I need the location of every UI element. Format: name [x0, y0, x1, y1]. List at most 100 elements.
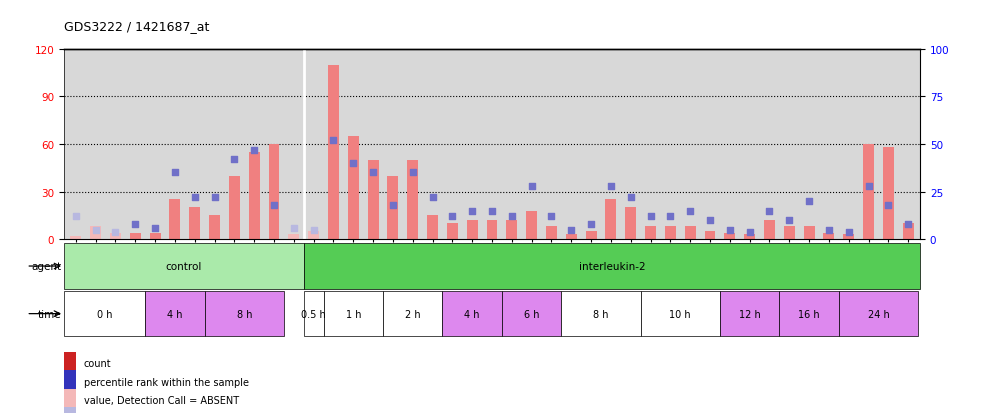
Point [365, 170, 381, 176]
Bar [443, 291, 502, 337]
Point [742, 229, 758, 235]
Point [484, 208, 500, 214]
Point [464, 208, 480, 214]
Bar [368, 160, 379, 240]
Point [128, 221, 144, 228]
Point [148, 225, 163, 231]
Bar [526, 211, 537, 240]
Point [801, 198, 817, 205]
Bar [110, 233, 121, 240]
Bar [779, 291, 838, 337]
Bar [64, 291, 146, 337]
Point [662, 214, 678, 220]
Bar [838, 291, 918, 337]
Bar [764, 221, 774, 240]
Bar [720, 291, 779, 337]
Text: interleukin-2: interleukin-2 [579, 261, 646, 271]
Bar [902, 224, 913, 240]
Bar [824, 233, 834, 240]
Bar [308, 232, 319, 240]
Bar [347, 137, 359, 240]
Text: 16 h: 16 h [798, 309, 820, 319]
Bar [210, 216, 220, 240]
Point [187, 195, 203, 201]
Bar [863, 145, 874, 240]
Bar [784, 227, 795, 240]
Point [523, 183, 539, 190]
Point [404, 170, 420, 176]
Point [781, 217, 797, 224]
Text: 12 h: 12 h [739, 309, 761, 319]
Text: value, Detection Call = ABSENT: value, Detection Call = ABSENT [84, 396, 239, 406]
Point [345, 160, 361, 167]
Point [881, 202, 896, 209]
Bar [383, 291, 443, 337]
Point [306, 227, 322, 233]
Text: 4 h: 4 h [167, 309, 183, 319]
Point [584, 221, 599, 228]
Bar [744, 235, 755, 240]
Bar [71, 236, 82, 240]
Point [88, 227, 103, 233]
Text: control: control [165, 261, 202, 271]
Text: percentile rank within the sample: percentile rank within the sample [84, 377, 249, 387]
Bar [407, 160, 418, 240]
Point [207, 195, 222, 201]
Bar [804, 227, 815, 240]
Bar [205, 291, 284, 337]
Text: 8 h: 8 h [236, 309, 252, 319]
Bar [64, 244, 304, 289]
Point [266, 202, 281, 209]
Point [425, 195, 441, 201]
Text: 1 h: 1 h [345, 309, 361, 319]
Point [246, 147, 262, 154]
Point [682, 208, 698, 214]
Text: count: count [84, 358, 111, 368]
Bar [665, 227, 676, 240]
Bar [64, 407, 76, 413]
Point [543, 214, 559, 220]
Text: 0 h: 0 h [96, 309, 112, 319]
Bar [388, 176, 399, 240]
Bar [641, 291, 720, 337]
Point [841, 229, 857, 235]
Bar [150, 233, 160, 240]
Point [107, 229, 123, 235]
Point [603, 183, 619, 190]
Point [703, 217, 718, 224]
Bar [324, 291, 383, 337]
Bar [64, 352, 76, 375]
Bar [64, 389, 76, 412]
Bar [64, 370, 76, 394]
Bar [249, 152, 260, 240]
Text: 8 h: 8 h [593, 309, 609, 319]
Text: 0.5 h: 0.5 h [301, 309, 326, 319]
Text: time: time [37, 309, 61, 319]
Bar [546, 227, 557, 240]
Bar [288, 235, 299, 240]
Text: agent: agent [31, 261, 61, 271]
Point [900, 221, 916, 228]
Bar [328, 65, 338, 240]
Point [643, 214, 658, 220]
Bar [685, 227, 696, 240]
Point [623, 195, 639, 201]
Text: 10 h: 10 h [669, 309, 691, 319]
Text: 4 h: 4 h [464, 309, 480, 319]
Bar [561, 291, 641, 337]
Bar [189, 208, 200, 240]
Bar [146, 291, 205, 337]
Bar [724, 233, 735, 240]
Point [167, 170, 183, 176]
Bar [447, 224, 458, 240]
Point [385, 202, 400, 209]
Bar [625, 208, 637, 240]
Bar [169, 200, 180, 240]
Point [326, 138, 341, 144]
Point [286, 225, 302, 231]
Point [226, 157, 242, 163]
Text: GDS3222 / 1421687_at: GDS3222 / 1421687_at [64, 20, 210, 33]
Text: 24 h: 24 h [868, 309, 890, 319]
Point [445, 214, 461, 220]
Point [762, 208, 777, 214]
